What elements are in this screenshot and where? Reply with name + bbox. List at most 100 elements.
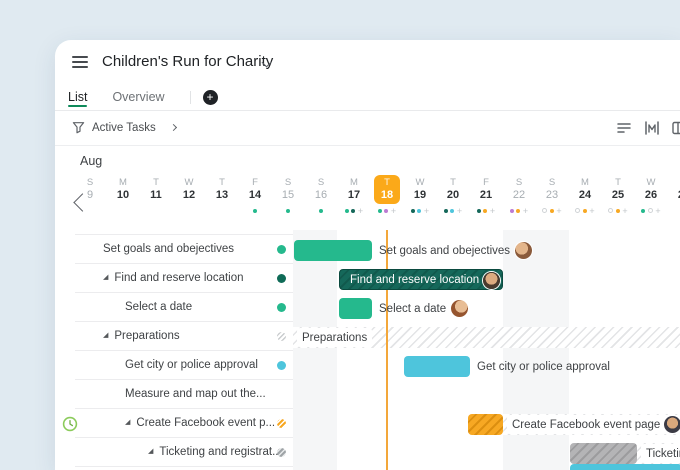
day-box: T 25 <box>605 175 631 204</box>
day-dot <box>351 208 356 213</box>
content-area: Set goals and obejectives ◢ Find and reser… <box>55 230 680 470</box>
day-cell[interactable]: M 17 + <box>338 175 371 215</box>
task-row[interactable]: Set goals and obejectives <box>75 234 293 263</box>
status-dot[interactable] <box>277 361 286 370</box>
expand-caret[interactable]: ◢ <box>103 274 109 281</box>
tab-overview[interactable]: Overview <box>112 90 165 104</box>
milestones-icon[interactable] <box>644 120 660 135</box>
day-cell[interactable]: F 14 <box>239 175 272 213</box>
day-number: 20 <box>446 189 460 201</box>
timeline-header: Aug S 9 M 10 T 11 W 12 T 13 F 14 S 15 S 16 M 17 + T 18 + W 19 + T… <box>55 145 680 230</box>
day-number: 11 <box>150 189 162 201</box>
task-row[interactable] <box>75 466 293 470</box>
day-number: 21 <box>479 189 493 201</box>
day-box: M 17 <box>341 175 367 204</box>
status-dot[interactable] <box>277 419 286 428</box>
status-dot[interactable] <box>277 274 286 283</box>
day-letter: F <box>252 177 258 188</box>
day-letter: T <box>450 177 456 188</box>
row-density-icon[interactable] <box>616 121 632 135</box>
gantt-bar[interactable] <box>468 414 503 435</box>
filter-control[interactable]: Active Tasks <box>72 110 177 145</box>
day-cell[interactable]: T 25 + <box>602 175 635 215</box>
gantt-bar[interactable] <box>294 240 372 261</box>
day-cell[interactable]: M 24 + <box>569 175 602 215</box>
task-row[interactable]: ◢ Preparations <box>75 321 293 350</box>
band-label-text: Preparations <box>302 331 368 344</box>
tab-bar: List Overview + <box>55 84 680 111</box>
day-cell[interactable]: T 18 + <box>371 175 404 216</box>
expand-caret[interactable]: ◢ <box>103 332 109 339</box>
day-cell[interactable]: M 10 <box>107 175 140 213</box>
summary-band[interactable]: Preparations <box>293 327 680 348</box>
day-dots <box>74 208 107 213</box>
day-cell[interactable]: T 11 <box>140 175 173 213</box>
day-cell[interactable]: T 20 + <box>437 175 470 215</box>
day-box: F 21 <box>473 175 499 204</box>
day-dots: + <box>437 206 470 215</box>
gantt-bar[interactable] <box>339 298 372 319</box>
expand-caret[interactable]: ◢ <box>125 419 131 426</box>
summary-band[interactable]: Create Facebook event page <box>503 414 680 435</box>
task-row[interactable]: ◢ Create Facebook event p... <box>62 408 293 437</box>
plus-mark: + <box>390 205 397 216</box>
day-letter: T <box>384 177 390 188</box>
day-dot <box>319 208 323 213</box>
day-box: T 11 <box>143 175 169 204</box>
gantt-bar[interactable] <box>570 443 637 464</box>
day-cell[interactable]: T 13 <box>206 175 239 213</box>
day-cell[interactable]: T27 <box>668 175 680 213</box>
day-dots: + <box>503 206 536 215</box>
day-cell[interactable]: S 23 + <box>536 175 569 215</box>
summary-band[interactable]: Ticketing and registrat... <box>637 443 680 464</box>
day-cell[interactable]: F 21 + <box>470 175 503 215</box>
day-dot <box>253 208 257 213</box>
day-dots: + <box>635 206 668 215</box>
day-dots <box>272 208 305 213</box>
status-dot[interactable] <box>277 332 286 341</box>
status-dot[interactable] <box>277 448 286 457</box>
day-cell[interactable]: W 12 <box>173 175 206 213</box>
gantt-bar[interactable] <box>570 464 680 470</box>
status-dot[interactable] <box>277 245 286 254</box>
day-letter: S <box>317 177 325 188</box>
band-label-text: Ticketing and registrat... <box>646 447 680 460</box>
day-cell[interactable]: S 15 <box>272 175 305 213</box>
day-cell[interactable]: S 16 <box>305 175 338 213</box>
status-dot[interactable] <box>277 303 286 312</box>
expand-caret[interactable]: ◢ <box>148 448 154 455</box>
gantt-bar[interactable] <box>404 356 470 377</box>
day-cell[interactable]: S 22 + <box>503 175 536 215</box>
day-number: 13 <box>215 189 229 201</box>
day-dot <box>509 208 514 213</box>
day-number: 15 <box>281 189 295 201</box>
task-row[interactable]: ◢ Find and reserve location <box>75 263 293 292</box>
day-dots <box>305 208 338 213</box>
band-label: Preparations <box>297 328 373 347</box>
day-number: 9 <box>86 189 94 201</box>
bar-label-text: Set goals and obejectives <box>379 244 511 257</box>
task-row[interactable]: Select a date <box>75 292 293 321</box>
add-tab-button[interactable]: + <box>202 89 218 105</box>
task-row[interactable]: Measure and map out the... <box>75 379 293 408</box>
task-row[interactable]: Get city or police approval <box>75 350 293 379</box>
day-letter: S <box>284 177 292 188</box>
board-view-icon[interactable] <box>672 121 680 135</box>
day-letter: M <box>119 177 127 188</box>
day-dots: + <box>569 206 602 215</box>
gantt-bar[interactable]: Find and reserve location <box>339 269 503 290</box>
day-cell[interactable]: W 26 + <box>635 175 668 215</box>
task-row[interactable]: ◢ Ticketing and registrat... <box>75 437 293 466</box>
day-box: T 18 <box>374 175 400 204</box>
day-dots: + <box>536 206 569 215</box>
avatar <box>483 272 500 289</box>
day-cell[interactable]: W 19 + <box>404 175 437 215</box>
header: Children's Run for Charity <box>55 40 680 84</box>
menu-icon[interactable] <box>72 56 88 68</box>
day-letter: S <box>515 177 523 188</box>
day-number: 14 <box>248 189 262 201</box>
task-label: Create Facebook event p... <box>136 417 276 429</box>
tab-list[interactable]: List <box>68 84 88 110</box>
day-box: S 23 <box>539 175 565 204</box>
